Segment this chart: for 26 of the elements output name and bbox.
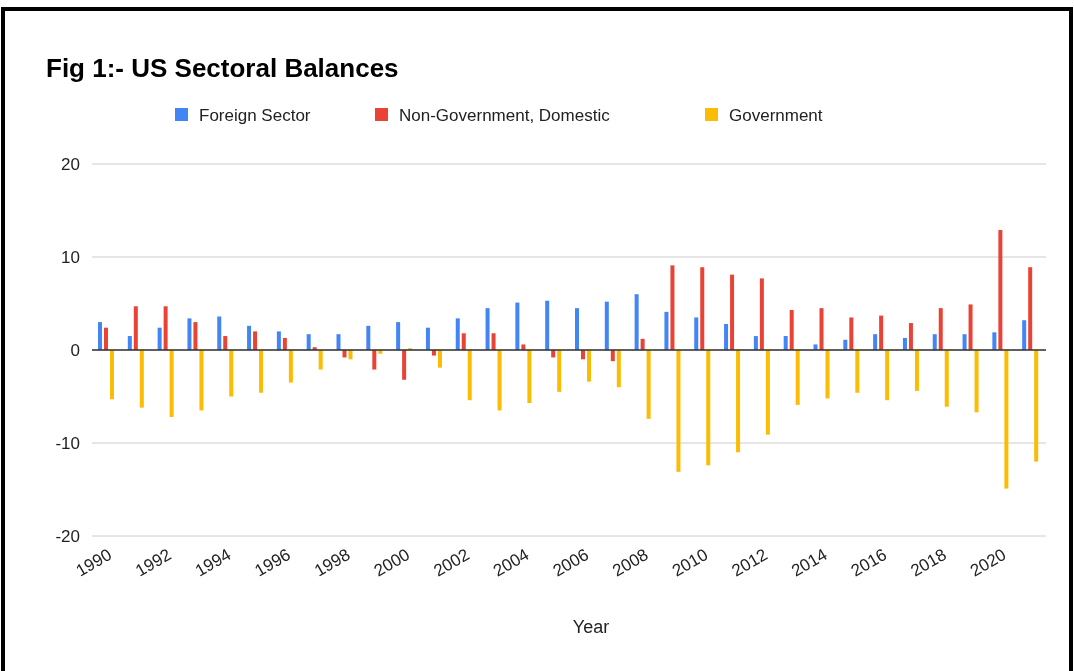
x-tick-label: 1994 bbox=[191, 545, 235, 581]
x-tick-label: 1996 bbox=[251, 545, 294, 581]
y-tick-label: -20 bbox=[55, 526, 80, 546]
x-tick-label: 2018 bbox=[907, 545, 950, 581]
y-tick-label: -10 bbox=[55, 433, 80, 453]
y-tick-label: 10 bbox=[61, 247, 80, 267]
legend-label: Government bbox=[729, 106, 823, 125]
x-tick-label: 2010 bbox=[668, 545, 712, 581]
x-tick-label: 2012 bbox=[728, 545, 771, 581]
y-tick-label: 20 bbox=[61, 154, 80, 174]
x-tick-label: 2002 bbox=[430, 545, 473, 581]
x-tick-label: 2004 bbox=[490, 545, 533, 581]
x-tick-label: 2016 bbox=[847, 545, 891, 581]
legend-label: Foreign Sector bbox=[199, 106, 311, 125]
x-tick-label: 1990 bbox=[72, 545, 115, 581]
x-tick-label: 2014 bbox=[788, 545, 831, 581]
x-tick-label: 2006 bbox=[549, 545, 592, 581]
x-tick-label: 2020 bbox=[967, 545, 1010, 581]
y-tick-label: 0 bbox=[70, 340, 80, 360]
x-tick-label: 1992 bbox=[132, 545, 175, 581]
x-tick-label: 2000 bbox=[370, 545, 414, 581]
chart-title: Fig 1:- US Sectoral Balances bbox=[46, 53, 399, 83]
x-tick-label: 1998 bbox=[311, 545, 354, 581]
legend-label: Non-Government, Domestic bbox=[399, 106, 611, 125]
x-tick-label: 2008 bbox=[609, 545, 652, 581]
x-axis-title: Year bbox=[572, 617, 610, 637]
